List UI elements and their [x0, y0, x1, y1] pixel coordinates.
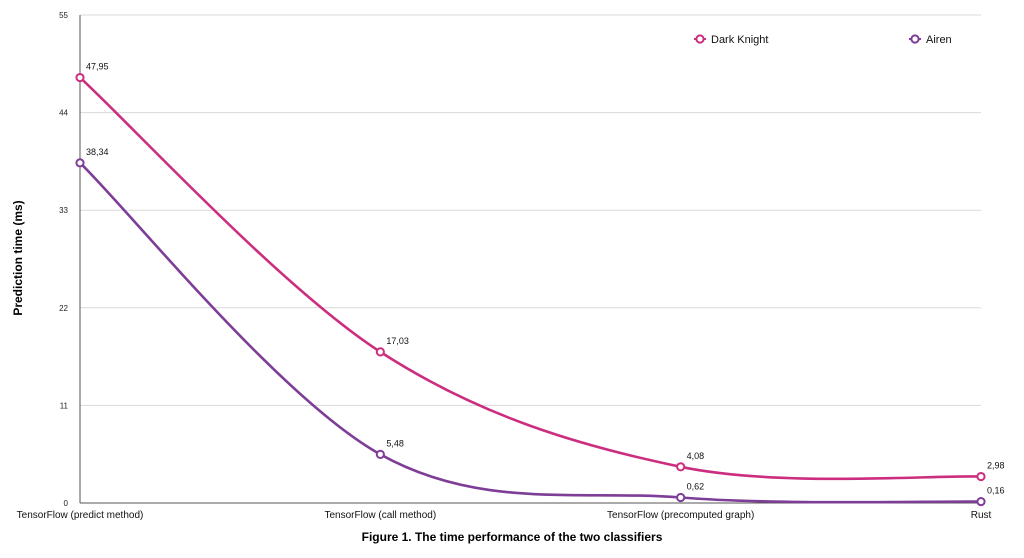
x-tick-label: Rust [971, 510, 992, 521]
x-tick-label: TensorFlow (precomputed graph) [607, 510, 754, 521]
y-tick-label: 0 [64, 499, 69, 508]
legend-label: Dark Knight [711, 34, 768, 46]
y-tick-label: 55 [59, 11, 68, 20]
y-tick-label: 22 [59, 304, 68, 313]
axes [79, 15, 981, 504]
y-tick-label: 33 [59, 206, 68, 215]
data-point [375, 347, 385, 357]
data-point [676, 462, 686, 472]
data-label: 0,62 [687, 481, 705, 491]
series-line-dark-knight [79, 76, 982, 481]
y-axis-label: Prediction time (ms) [11, 200, 25, 315]
y-tick-label: 44 [59, 109, 68, 118]
data-label: 47,95 [86, 62, 109, 72]
data-label: 2,98 [987, 461, 1005, 471]
figure-caption: Figure 1. The time performance of the tw… [362, 530, 663, 544]
data-point [75, 72, 85, 83]
legend-label: Airen [926, 34, 952, 46]
data-point [75, 158, 85, 168]
x-tick-label: TensorFlow (predict method) [17, 510, 144, 521]
series-lines [75, 72, 986, 507]
legend-marker [910, 34, 920, 44]
legend-marker [695, 34, 705, 44]
data-point [976, 471, 986, 482]
data-label: 38,34 [86, 147, 109, 157]
x-tick-labels: TensorFlow (predict method) TensorFlow (c… [17, 510, 992, 521]
y-tick-label: 11 [60, 401, 69, 410]
gridlines [80, 14, 981, 406]
data-label: 17,03 [386, 336, 409, 346]
x-tick-label: TensorFlow (call method) [324, 510, 436, 521]
y-tick-labels: 0 11 22 33 44 55 [59, 11, 68, 508]
data-labels: 47,95 17,03 4,08 2,98 38,34 5,48 0,62 0,16 [86, 62, 1005, 496]
data-point [976, 496, 986, 507]
series-line-airen [79, 161, 982, 504]
data-label: 4,08 [687, 451, 705, 461]
data-label: 0,16 [987, 486, 1005, 496]
data-point [375, 449, 385, 459]
data-label: 5,48 [386, 438, 404, 448]
legend: Dark Knight Airen [694, 34, 952, 46]
data-point [676, 492, 686, 503]
